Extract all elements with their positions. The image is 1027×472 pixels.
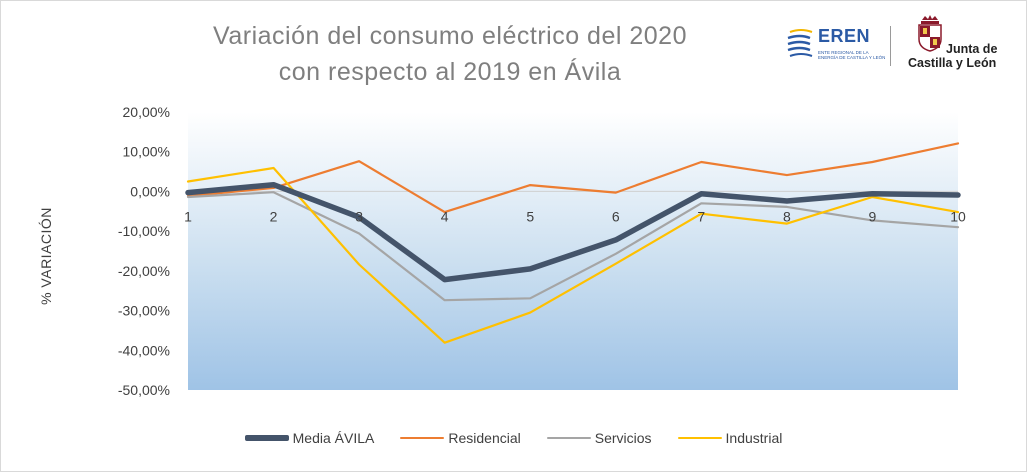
y-tick-label: 20,00% — [123, 104, 170, 120]
y-tick-label: 0,00% — [130, 183, 170, 199]
x-tick-label: 7 — [697, 208, 705, 224]
series-line-industrial — [186, 166, 960, 344]
y-tick-label: -40,00% — [118, 342, 170, 358]
legend-label: Industrial — [725, 430, 783, 446]
series-line-servicios — [186, 191, 960, 302]
y-axis-title: % VARIACIÓN — [38, 207, 54, 305]
legend-item: Residencial — [400, 430, 521, 446]
series-line-residencial — [186, 142, 960, 214]
x-tick-label: 3 — [355, 208, 363, 224]
jcyl-crest-icon — [918, 15, 942, 52]
jcyl-logo: Junta de Castilla y León — [904, 14, 1004, 74]
legend-swatch — [400, 437, 445, 439]
y-tick-label: -20,00% — [118, 263, 170, 279]
plot-area — [188, 112, 958, 390]
chart-title: Variación del consumo eléctrico del 2020… — [150, 18, 750, 90]
eren-logo-tagline: ENTE REGIONAL DE LA ENERGÍA DE CASTILLA … — [818, 50, 886, 60]
legend-swatch — [546, 437, 591, 439]
logo-divider — [890, 26, 891, 66]
eren-logo: EREN ENTE REGIONAL DE LA ENERGÍA DE CAST… — [786, 24, 886, 70]
y-tick-label: -50,00% — [118, 382, 170, 398]
x-tick-label: 5 — [526, 208, 534, 224]
x-tick-label: 9 — [869, 208, 877, 224]
chart-title-line-2: con respecto al 2019 en Ávila — [278, 58, 622, 86]
legend-label: Residencial — [448, 430, 521, 446]
eren-mark-icon — [787, 29, 813, 57]
legend-label: Servicios — [594, 430, 652, 446]
y-tick-label: 10,00% — [123, 144, 170, 160]
x-tick-label: 4 — [441, 208, 449, 224]
legend-swatch — [677, 437, 722, 439]
x-tick-label: 2 — [270, 208, 278, 224]
legend-label: Media ÁVILA — [292, 430, 375, 446]
y-tick-label: -30,00% — [118, 303, 170, 319]
x-tick-label: 1 — [184, 208, 192, 224]
chart-legend: Media ÁVILA Residencial Servicios Industria… — [0, 430, 1027, 446]
jcyl-logo-line-1: Junta de — [946, 42, 998, 56]
jcyl-logo-line-2: Castilla y León — [908, 56, 997, 70]
x-tick-label: 8 — [783, 208, 791, 224]
logos: EREN ENTE REGIONAL DE LA ENERGÍA DE CAST… — [786, 14, 1006, 74]
y-tick-label: -10,00% — [118, 223, 170, 239]
legend-item: Media ÁVILA — [244, 430, 375, 446]
legend-item: Servicios — [546, 430, 652, 446]
x-tick-label: 10 — [950, 208, 966, 224]
legend-swatch — [244, 435, 289, 441]
chart-title-line-1: Variación del consumo eléctrico del 2020 — [213, 22, 687, 50]
x-tick-label: 6 — [612, 208, 620, 224]
legend-item: Industrial — [677, 430, 783, 446]
series-line-media-vila — [185, 181, 961, 283]
eren-logo-name: EREN — [818, 26, 871, 46]
